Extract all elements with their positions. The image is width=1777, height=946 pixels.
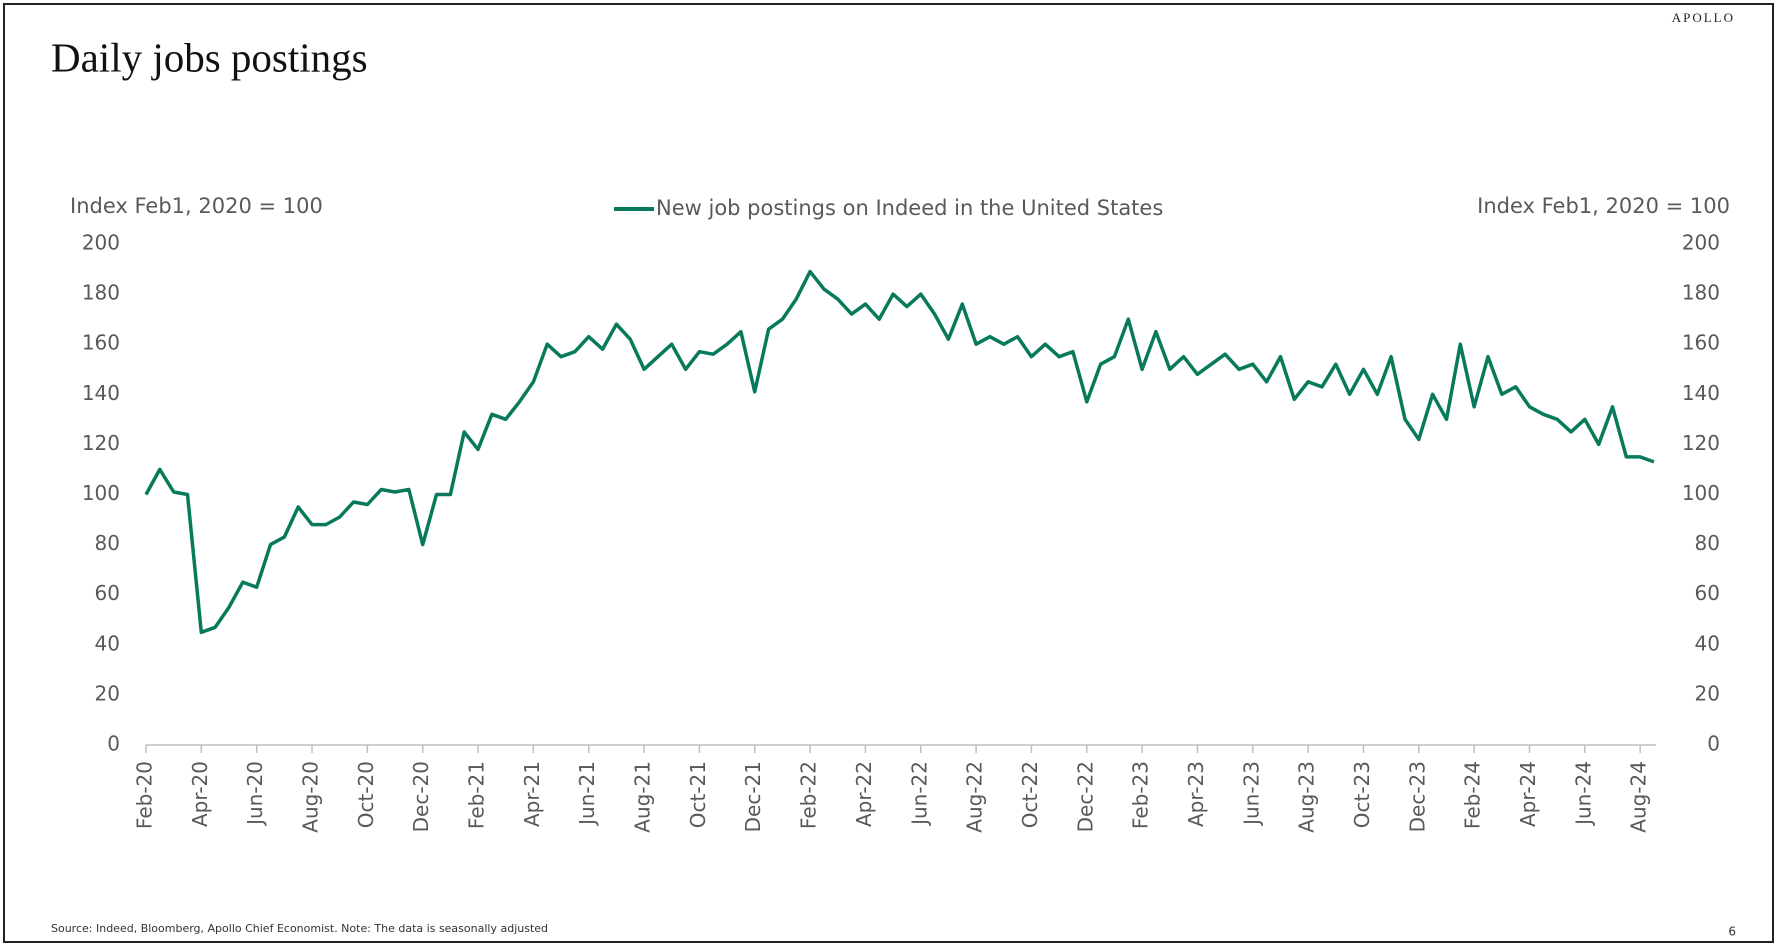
x-tick-label: Jun-23 <box>1239 761 1263 827</box>
y-tick-label: 80 <box>95 531 120 555</box>
y2-tick-label: 40 <box>1695 631 1720 655</box>
x-tick-label: Apr-20 <box>188 761 212 827</box>
y2-tick-label: 200 <box>1682 231 1720 255</box>
x-tick-label: Dec-21 <box>741 761 765 832</box>
x-tick-label: Feb-23 <box>1129 761 1153 829</box>
y-tick-label: 180 <box>82 281 120 305</box>
series-line <box>144 269 1655 635</box>
x-tick-label: Dec-22 <box>1073 761 1097 832</box>
footnote: Source: Indeed, Bloomberg, Apollo Chief … <box>51 922 548 935</box>
x-tick-label: Aug-21 <box>631 761 655 833</box>
x-tick-label: Apr-22 <box>852 761 876 827</box>
page-number: 6 <box>1728 925 1736 939</box>
y-tick-label: 200 <box>82 231 120 255</box>
x-tick-label: Feb-22 <box>797 761 821 829</box>
y2-tick-label: 100 <box>1682 481 1720 505</box>
y-axis-label: Index Feb1, 2020 = 100 <box>70 194 323 218</box>
x-tick-label: Aug-22 <box>963 761 987 833</box>
x-tick-label: Apr-21 <box>520 761 544 827</box>
x-tick-label: Apr-24 <box>1516 761 1540 827</box>
x-tick-label: Aug-23 <box>1295 761 1319 833</box>
x-tick-label: Jun-21 <box>575 761 599 827</box>
x-tick-label: Oct-22 <box>1018 761 1042 828</box>
y2-tick-label: 120 <box>1682 431 1720 455</box>
y2-tick-label: 0 <box>1707 732 1720 756</box>
x-tick-label: Jun-24 <box>1571 761 1595 827</box>
y-tick-label: 60 <box>95 581 120 605</box>
x-tick-label: Feb-24 <box>1461 761 1485 829</box>
y-tick-label: 160 <box>82 331 120 355</box>
y2-tick-label: 20 <box>1695 681 1720 705</box>
y2-tick-label: 180 <box>1682 281 1720 305</box>
x-tick-label: Apr-23 <box>1184 761 1208 827</box>
y-tick-label: 20 <box>95 681 120 705</box>
chart-title: Daily jobs postings <box>51 34 368 80</box>
x-tick-label: Aug-20 <box>299 761 323 833</box>
y2-tick-label: 80 <box>1695 531 1720 555</box>
frame <box>3 3 1774 943</box>
y-tick-label: 120 <box>82 431 120 455</box>
x-tick-label: Oct-20 <box>354 761 378 828</box>
x-tick-label: Jun-22 <box>907 761 931 827</box>
x-tick-label: Dec-20 <box>409 761 433 832</box>
x-tick-label: Aug-24 <box>1627 761 1651 833</box>
x-tick-label: Feb-20 <box>133 761 157 829</box>
brand: APOLLO <box>1672 10 1735 25</box>
x-tick-label: Dec-23 <box>1405 761 1429 832</box>
y-tick-label: 100 <box>82 481 120 505</box>
y-tick-label: 140 <box>82 381 120 405</box>
x-tick-label: Oct-21 <box>686 761 710 828</box>
x-tick-label: Feb-21 <box>465 761 489 829</box>
y2-axis-label: Index Feb1, 2020 = 100 <box>1477 194 1730 218</box>
y-tick-label: 40 <box>95 631 120 655</box>
x-tick-label: Jun-20 <box>243 761 267 827</box>
y-tick-label: 0 <box>107 732 120 756</box>
y2-tick-label: 140 <box>1682 381 1720 405</box>
legend-label: New job postings on Indeed in the United… <box>656 196 1163 220</box>
y2-tick-label: 160 <box>1682 331 1720 355</box>
x-tick-label: Oct-23 <box>1350 761 1374 828</box>
y2-tick-label: 60 <box>1695 581 1720 605</box>
